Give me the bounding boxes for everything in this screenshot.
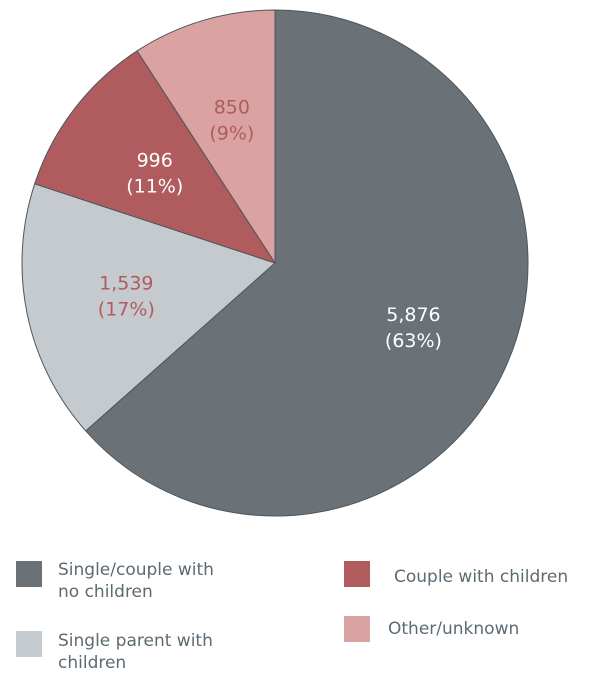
- slice-value-label-single-couple: 5,876: [386, 304, 440, 326]
- slice-percent-label-single-parent: (17%): [98, 299, 155, 321]
- slice-value-label-other-unknown: 850: [214, 96, 250, 118]
- legend-label-single-couple: Single/couple with no children: [58, 560, 214, 602]
- slice-value-label-couple-children: 996: [137, 149, 173, 171]
- pie-slice-couple-children: [34, 50, 277, 264]
- legend-label-other-unknown: Other/unknown: [388, 619, 520, 639]
- pie-slice-single-parent: [21, 183, 276, 432]
- slice-percent-label-couple-children: (11%): [126, 175, 183, 197]
- legend-swatch-couple-children: [344, 561, 370, 587]
- legend-swatch-single-parent: [16, 631, 42, 657]
- pie-slice-other-unknown: [136, 9, 276, 265]
- slice-value-label-single-parent: 1,539: [99, 273, 153, 295]
- slice-percent-label-other-unknown: (9%): [209, 122, 254, 144]
- slice-percent-label-single-couple: (63%): [385, 330, 442, 352]
- pie-slice-single-couple: [85, 9, 529, 517]
- legend-swatch-single-couple: [16, 561, 42, 587]
- legend-label-single-parent: Single parent with children: [58, 631, 213, 673]
- legend-label-couple-children: Couple with children: [394, 567, 569, 587]
- pie-chart: 5,876 (63%) 1,539 (17%) 996 (11%) 850 (9%): [21, 9, 529, 517]
- legend-swatch-other-unknown: [344, 616, 370, 642]
